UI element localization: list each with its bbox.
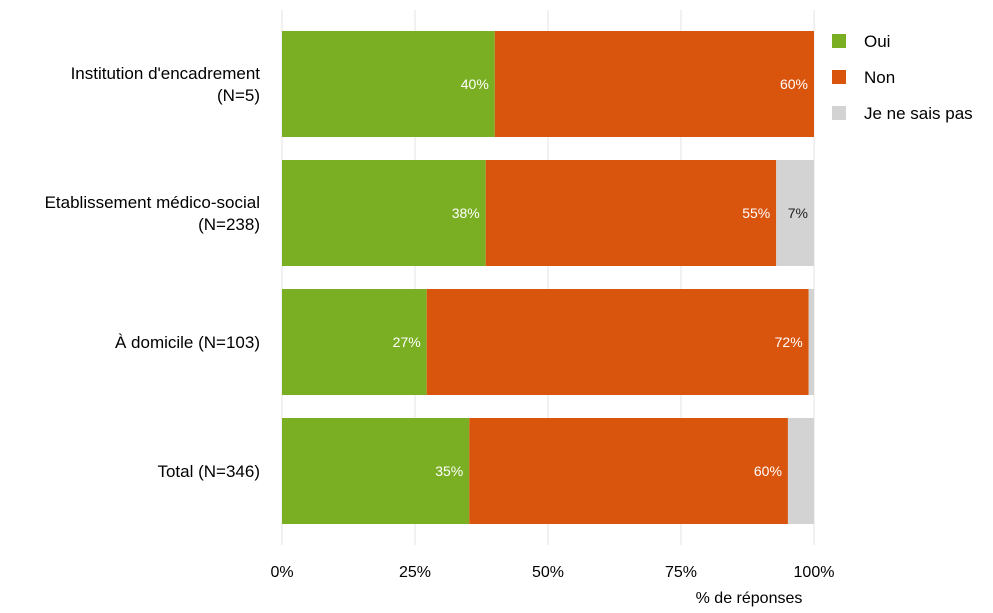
legend-swatch-non bbox=[832, 70, 846, 84]
data-labels-layer: 40% 60% 38% 55% 7% 27% 72% 35% 60% bbox=[393, 76, 808, 479]
data-label: 35% bbox=[435, 463, 463, 479]
legend-swatch-oui bbox=[832, 34, 846, 48]
x-tick-label: 0% bbox=[270, 564, 293, 581]
data-label: 55% bbox=[742, 205, 770, 221]
y-tick-label-line: Etablissement médico-social bbox=[45, 193, 260, 212]
bar-je-ne-sais-pas-2 bbox=[808, 289, 814, 395]
bar-oui-1 bbox=[282, 160, 486, 266]
legend-label: Je ne sais pas bbox=[864, 104, 973, 123]
x-tick-label: 25% bbox=[399, 564, 431, 581]
data-label: 40% bbox=[461, 76, 489, 92]
y-axis-tick-labels: Institution d'encadrement (N=5) Etablissem… bbox=[45, 64, 261, 481]
y-tick-label: Total (N=346) bbox=[157, 462, 260, 481]
x-axis-label: % de réponses bbox=[696, 590, 803, 607]
x-tick-label: 100% bbox=[794, 564, 835, 581]
y-tick-label-line: À domicile (N=103) bbox=[115, 333, 260, 352]
y-tick-label-line: (N=5) bbox=[217, 86, 260, 105]
legend-swatch-je-ne-sais-pas bbox=[832, 106, 846, 120]
x-tick-label: 50% bbox=[532, 564, 564, 581]
y-tick-label-line: Total (N=346) bbox=[157, 462, 260, 481]
bar-non-3 bbox=[469, 418, 788, 524]
bar-oui-2 bbox=[282, 289, 427, 395]
y-tick-label-line: (N=238) bbox=[198, 215, 260, 234]
data-label: 72% bbox=[775, 334, 803, 350]
x-tick-label: 75% bbox=[665, 564, 697, 581]
data-label: 38% bbox=[452, 205, 480, 221]
y-tick-label-line: Institution d'encadrement bbox=[71, 64, 261, 83]
y-tick-label: Etablissement médico-social (N=238) bbox=[45, 193, 260, 234]
bar-je-ne-sais-pas-3 bbox=[787, 418, 814, 524]
x-axis-tick-labels: 0% 25% 50% 75% 100% bbox=[270, 564, 834, 581]
data-label: 60% bbox=[754, 463, 782, 479]
bars-layer bbox=[282, 31, 814, 524]
data-label: 60% bbox=[780, 76, 808, 92]
bar-non-2 bbox=[426, 289, 809, 395]
bar-oui-0 bbox=[282, 31, 495, 137]
legend: Oui Non Je ne sais pas bbox=[832, 32, 973, 123]
y-tick-label: Institution d'encadrement (N=5) bbox=[71, 64, 261, 105]
bar-non-0 bbox=[494, 31, 814, 137]
bar-non-1 bbox=[485, 160, 777, 266]
y-tick-label: À domicile (N=103) bbox=[115, 333, 260, 352]
legend-label: Oui bbox=[864, 32, 890, 51]
legend-label: Non bbox=[864, 68, 895, 87]
bar-oui-3 bbox=[282, 418, 470, 524]
data-label: 7% bbox=[788, 205, 808, 221]
bar-je-ne-sais-pas-1 bbox=[776, 160, 814, 266]
data-label: 27% bbox=[393, 334, 421, 350]
